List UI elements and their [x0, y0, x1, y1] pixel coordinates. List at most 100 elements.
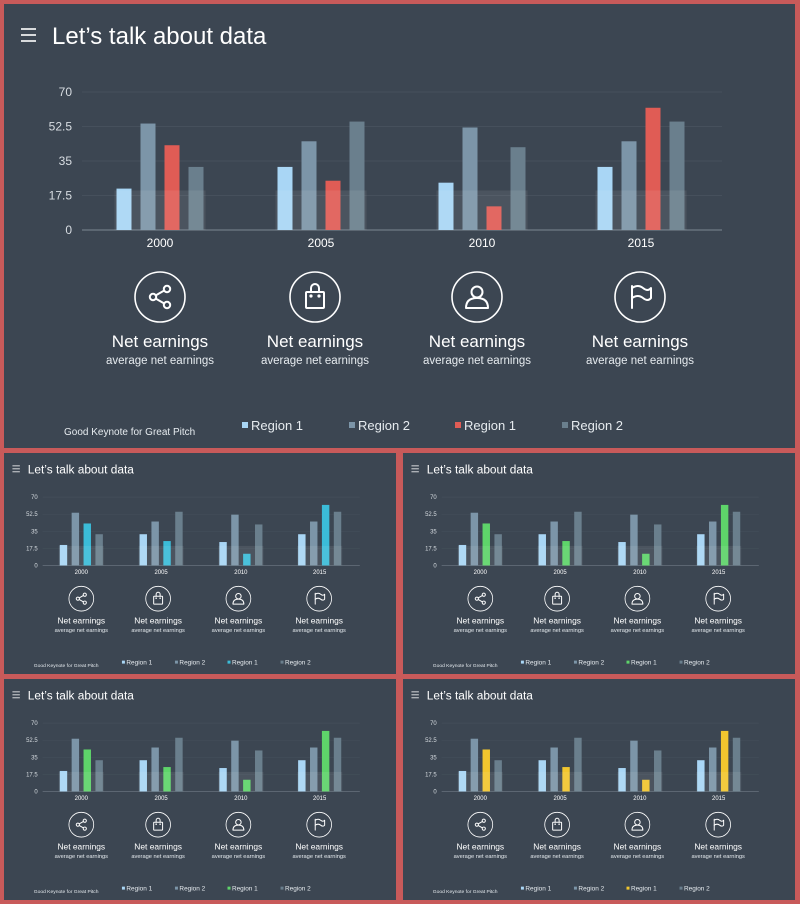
- slide-canvas: Let’s talk about data 0 17.5 35 52.5 70 2000 20…: [12, 688, 360, 895]
- bar-band: [696, 545, 742, 566]
- bar: [151, 521, 159, 566]
- x-tick-label: 2015: [313, 796, 327, 802]
- y-tick-label: 35: [59, 154, 73, 168]
- feature-subtitle: average net earnings: [131, 854, 185, 860]
- y-tick-label: 0: [65, 223, 72, 237]
- bar: [333, 737, 342, 792]
- bar: [298, 760, 306, 792]
- x-tick-label: 2000: [474, 570, 488, 576]
- bar: [470, 738, 479, 792]
- bar: [321, 730, 330, 792]
- bar: [494, 534, 502, 566]
- bar: [333, 511, 342, 566]
- menu-icon[interactable]: [411, 691, 419, 699]
- menu-icon[interactable]: [12, 691, 20, 699]
- feature-subtitle: average net earnings: [131, 628, 185, 634]
- bar: [151, 747, 159, 792]
- feature-title: Net earnings: [533, 841, 581, 851]
- bar: [321, 504, 330, 566]
- bar: [175, 737, 183, 792]
- legend-swatch: [562, 422, 568, 428]
- menu-icon[interactable]: [21, 28, 36, 42]
- bar: [116, 188, 132, 230]
- bar: [642, 779, 650, 792]
- y-tick-label: 70: [59, 85, 73, 99]
- x-tick-label: 2005: [308, 236, 335, 250]
- feature-title: Net earnings: [295, 615, 343, 625]
- legend-label: Region 1: [126, 886, 152, 893]
- flag-icon: [314, 592, 326, 605]
- legend-swatch: [573, 660, 577, 664]
- bar-band: [275, 190, 367, 230]
- feature-subtitle: average net earnings: [586, 355, 694, 367]
- icon-ring: [134, 271, 186, 323]
- feature-subtitle: average net earnings: [292, 854, 346, 860]
- bar-band: [297, 771, 343, 792]
- slide-canvas: Let’s talk about data 0 17.5 35 52.5 70 2000 20…: [21, 23, 722, 438]
- bar-band: [595, 190, 687, 230]
- bar-band: [696, 771, 742, 792]
- feature-title: Net earnings: [694, 841, 742, 851]
- y-tick-label: 17.5: [26, 546, 38, 552]
- feature-subtitle: average net earnings: [261, 355, 369, 367]
- bar: [630, 514, 638, 566]
- user-icon: [232, 592, 245, 605]
- x-tick-label: 2015: [712, 570, 726, 576]
- legend-swatch: [520, 886, 524, 890]
- feature-title: Net earnings: [57, 841, 105, 851]
- feature-title: Net earnings: [694, 615, 742, 625]
- bar: [163, 541, 171, 566]
- y-tick-label: 0: [433, 789, 437, 795]
- feature-subtitle: average net earnings: [454, 628, 508, 634]
- bar-band: [138, 545, 184, 566]
- legend-label: Region 1: [525, 660, 551, 667]
- icon-ring: [624, 585, 651, 612]
- x-tick-label: 2015: [712, 796, 726, 802]
- bar: [164, 145, 180, 230]
- slide-title: Let’s talk about data: [28, 462, 134, 476]
- menu-icon[interactable]: [12, 465, 20, 473]
- bar: [720, 730, 729, 792]
- bar: [219, 768, 227, 792]
- bar: [95, 534, 103, 566]
- bag-icon: [552, 817, 563, 831]
- legend-swatch: [520, 660, 524, 664]
- legend-swatch: [573, 886, 577, 890]
- legend-label: Region 2: [684, 886, 710, 893]
- icon-ring: [306, 585, 332, 612]
- y-tick-label: 17.5: [49, 189, 73, 203]
- feature-subtitle: average net earnings: [611, 854, 665, 860]
- feature-title: Net earnings: [429, 332, 525, 351]
- bar-band: [537, 545, 583, 566]
- y-tick-label: 17.5: [425, 772, 437, 778]
- x-tick-label: 2000: [474, 796, 488, 802]
- bar: [458, 544, 467, 566]
- slide-yellow-variant: Let’s talk about data 0 17.5 35 52.5 70 2000 20…: [403, 679, 795, 900]
- bar: [510, 147, 526, 230]
- x-tick-label: 2005: [553, 570, 567, 576]
- slide-canvas: Let’s talk about data 0 17.5 35 52.5 70 2000 20…: [411, 462, 759, 669]
- legend-label: Region 1: [631, 886, 657, 893]
- legend-swatch: [280, 660, 284, 664]
- y-tick-label: 70: [31, 495, 38, 501]
- bar: [574, 511, 582, 566]
- feature-subtitle: average net earnings: [454, 854, 508, 860]
- menu-icon[interactable]: [411, 465, 419, 473]
- x-tick-label: 2000: [75, 796, 89, 802]
- icon-ring: [624, 811, 651, 838]
- feature-title: Net earnings: [614, 841, 662, 851]
- icon-ring: [225, 585, 252, 612]
- bar: [163, 767, 171, 792]
- bar: [482, 749, 490, 792]
- legend-swatch: [626, 660, 630, 664]
- legend-swatch: [349, 422, 355, 428]
- feature-title: Net earnings: [134, 615, 182, 625]
- legend-swatch: [242, 422, 248, 428]
- bar: [732, 737, 741, 792]
- icon-ring: [289, 271, 341, 323]
- feature-title: Net earnings: [215, 615, 263, 625]
- bar: [255, 750, 263, 792]
- bar: [310, 747, 318, 792]
- bar: [231, 740, 239, 792]
- legend-label: Region 2: [285, 660, 311, 667]
